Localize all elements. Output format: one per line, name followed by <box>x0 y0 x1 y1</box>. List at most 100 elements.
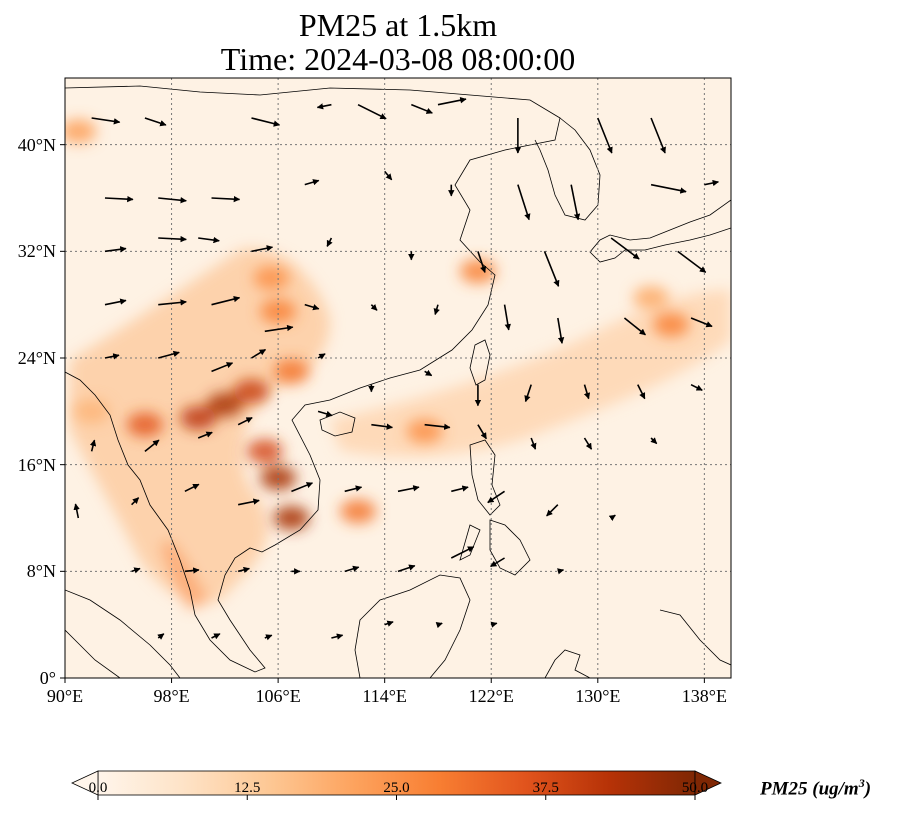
wind-arrow <box>610 237 640 260</box>
colorbar-tick-label: 37.5 <box>532 780 559 796</box>
lat-tick-label: 0° <box>39 668 56 688</box>
wind-arrow <box>546 504 559 517</box>
wind-arrow <box>144 117 167 127</box>
wind-arrow <box>424 369 433 377</box>
wind-arrow <box>91 117 121 125</box>
wind-arrow <box>637 384 646 400</box>
pm25-hotspot <box>206 392 243 417</box>
lon-tick-label: 122°E <box>468 686 514 706</box>
wind-arrow <box>583 384 591 400</box>
wind-arrow <box>690 383 703 391</box>
wind-arrow <box>570 184 581 221</box>
wind-arrow <box>450 546 475 559</box>
pm25-hotspot <box>73 399 110 424</box>
wind-arrow <box>211 195 241 203</box>
wind-arrow <box>211 295 241 306</box>
wind-arrow <box>344 485 363 493</box>
colorbar-extend-max <box>694 770 722 796</box>
wind-arrow <box>331 633 344 640</box>
wind-arrow <box>650 437 658 445</box>
wind-arrow <box>477 424 488 440</box>
map-frame <box>64 77 732 679</box>
wind-arrow <box>487 490 506 504</box>
luzon <box>469 439 501 516</box>
wind-arrow <box>197 431 213 439</box>
taiwan <box>469 339 491 386</box>
pm25-hotspot <box>273 506 310 530</box>
wind-arrow <box>317 410 333 417</box>
wind-arrow <box>158 235 187 243</box>
wind-arrow <box>451 485 469 493</box>
wind-arrow <box>677 250 707 273</box>
wind-arrow <box>397 564 416 573</box>
wind-arrow <box>104 353 120 360</box>
colorbar-tick-label: 25.0 <box>383 780 410 796</box>
wind-arrow <box>251 245 274 253</box>
wind-vectors <box>73 97 719 641</box>
lon-tick-label: 106°E <box>255 686 301 706</box>
pm25-hotspots <box>65 119 690 530</box>
pm25-hotspot <box>180 406 217 430</box>
wind-arrow <box>370 303 378 311</box>
wind-arrow <box>344 565 360 573</box>
wind-arrow <box>597 117 613 154</box>
wind-arrow <box>411 103 433 114</box>
lon-tick-label: 130°E <box>575 686 621 706</box>
wind-arrow <box>317 353 326 360</box>
pm25-hotspot <box>246 439 283 464</box>
wind-arrow <box>490 621 498 628</box>
wind-arrow <box>503 304 511 331</box>
wind-arrow <box>131 567 141 574</box>
lat-tick-label: 8°N <box>26 561 56 582</box>
land-outlines <box>65 85 731 678</box>
wind-arrow <box>237 566 250 574</box>
wind-arrow <box>490 557 505 568</box>
wind-arrow <box>397 485 420 493</box>
wind-arrow <box>73 503 80 519</box>
wind-arrow <box>530 437 537 450</box>
wind-arrow <box>583 437 593 450</box>
wind-arrow <box>211 633 221 640</box>
wind-arrow <box>251 348 267 359</box>
lat-tick-label: 16°N <box>17 454 56 475</box>
wind-arrow <box>435 622 443 629</box>
pm25-hotspot <box>340 499 377 524</box>
wind-arrow <box>650 183 687 194</box>
lon-tick-label: 138°E <box>681 686 727 706</box>
wind-arrow <box>251 117 281 127</box>
wind-arrow <box>524 384 532 403</box>
wind-arrow <box>437 97 467 106</box>
wind-arrow <box>291 482 314 493</box>
japan-islands <box>589 199 731 263</box>
pm25-hotspot <box>253 266 290 290</box>
sulawesi-newguinea <box>544 609 731 678</box>
wind-arrow <box>608 514 616 522</box>
mainland-coastline <box>65 85 561 673</box>
pm25-hotspot <box>233 379 270 404</box>
sumatra <box>65 589 181 678</box>
wind-arrow <box>690 317 713 328</box>
wind-arrow <box>237 416 253 426</box>
wind-arrow <box>264 324 294 333</box>
wind-arrow <box>326 237 333 247</box>
korea-peninsula <box>534 117 601 221</box>
map-gridlines <box>65 78 731 678</box>
wind-arrow <box>264 634 273 641</box>
wind-arrow <box>198 236 220 244</box>
map-title-line2: Time: 2024-03-08 08:00:00 <box>220 41 576 77</box>
lat-tick-label: 32°N <box>17 241 56 262</box>
wind-arrow <box>238 498 260 506</box>
wind-arrow <box>477 251 487 273</box>
wind-arrow <box>650 117 666 154</box>
wind-arrow <box>557 568 565 575</box>
lon-tick-label: 114°E <box>362 686 407 706</box>
wind-arrow <box>316 103 332 110</box>
wind-arrow <box>211 362 234 373</box>
wind-arrow <box>704 179 719 187</box>
wind-arrow <box>304 179 320 186</box>
lon-tick-label: 90°E <box>46 686 84 706</box>
wind-arrow <box>131 497 140 506</box>
colorbar-ticks <box>97 795 696 800</box>
pm25-hotspot <box>459 259 496 284</box>
wind-arrow <box>158 197 187 204</box>
